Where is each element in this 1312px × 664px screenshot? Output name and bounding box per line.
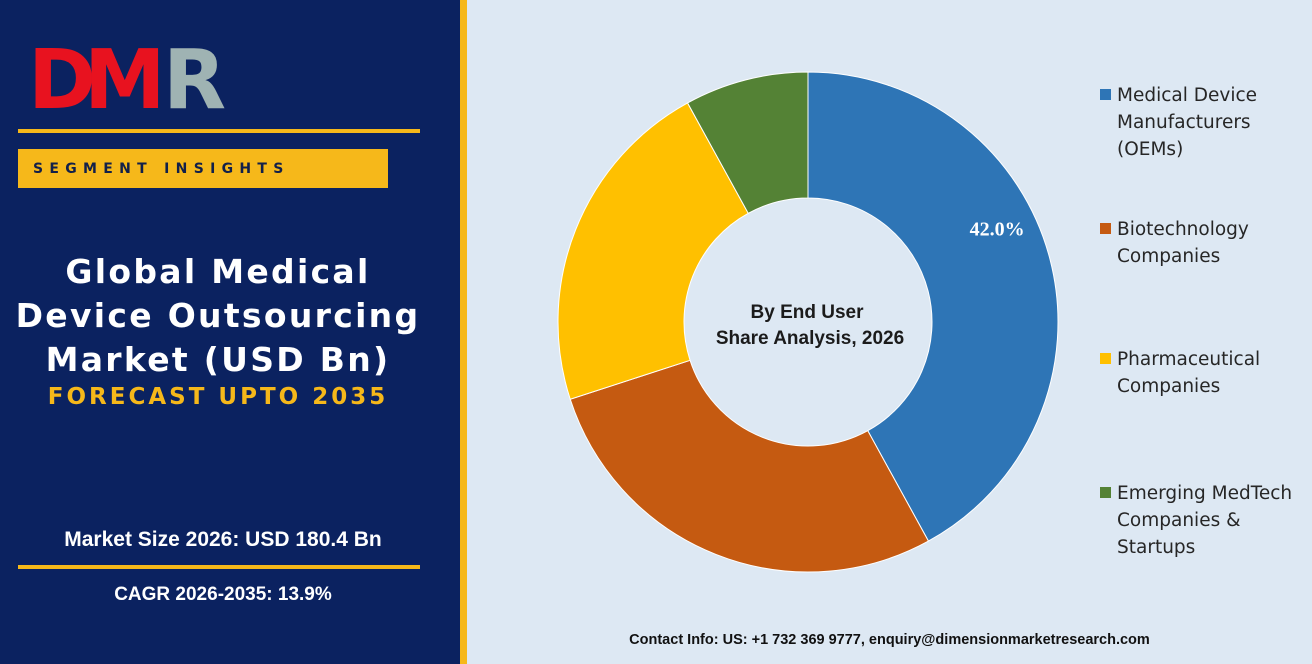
header-divider [18,129,420,133]
logo-letter-d: D [28,36,92,116]
legend-label-line: Medical Device [1117,85,1258,106]
legend-swatch-2 [1100,223,1111,234]
donut-slice-1 [807,71,1059,542]
legend-label-line: Companies [1117,246,1221,267]
forecast-subtitle: FORECAST UPTO 2035 [47,384,389,410]
logo-letter-m: M [84,36,162,116]
legend-item-3: Pharmaceutical Companies [1100,346,1310,400]
legend-swatch-3 [1100,353,1111,364]
donut-slice-2 [569,359,930,573]
title-line-1: Global Medical [65,252,371,291]
legend-label-line: Companies & [1117,510,1241,531]
legend-label-line: Manufacturers [1117,112,1251,133]
page-title: Global Medical Device Outsourcing Market… [0,250,436,382]
donut-slices [557,71,1059,573]
dmr-logo: D M R [28,36,229,116]
segment-insights-label: SEGMENT INSIGHTS [33,160,290,177]
contact-info: Contact Info: US: +1 732 369 9777, enqui… [629,632,1150,648]
legend-label-3: Pharmaceutical Companies [1117,346,1307,400]
left-panel [0,0,460,664]
divider-bar [460,0,467,664]
segment-insights-banner: SEGMENT INSIGHTS [18,149,388,188]
donut-chart: 42.0% By End User Share Analysis, 2026 [557,71,1059,573]
center-label-line-2: Share Analysis, 2026 [716,328,904,349]
legend-swatch-1 [1100,89,1111,100]
legend-label-2: Biotechnology Companies [1117,216,1307,270]
legend-label-line: Pharmaceutical [1117,349,1261,370]
donut-slice-3 [557,102,749,400]
legend-label-line: Biotechnology [1117,219,1249,240]
title-line-3: Market (USD Bn) [45,340,391,379]
slice-labels: 42.0% [970,218,1025,240]
legend-label-line: Companies [1117,376,1221,397]
legend-label-line: Startups [1117,537,1196,558]
legend-label-line: (OEMs) [1117,139,1184,160]
legend-label-1: Medical Device Manufacturers (OEMs) [1117,82,1307,163]
slice-data-label-1: 42.0% [970,218,1025,240]
donut-slice-4 [686,71,809,215]
legend-item-1: Medical Device Manufacturers (OEMs) [1100,82,1310,163]
legend-item-2: Biotechnology Companies [1100,216,1310,270]
logo-letter-r: R [163,36,225,116]
stats-divider [18,565,420,569]
legend-item-4: Emerging MedTech Companies & Startups [1100,480,1310,561]
legend-label-line: Emerging MedTech [1117,483,1293,504]
legend-swatch-4 [1100,487,1111,498]
cagr-stat: CAGR 2026-2035: 13.9% [114,584,332,605]
title-line-2: Device Outsourcing [15,296,421,335]
legend-label-4: Emerging MedTech Companies & Startups [1117,480,1307,561]
center-label-line-1: By End User [751,302,865,323]
market-size-stat: Market Size 2026: USD 180.4 Bn [64,528,382,551]
